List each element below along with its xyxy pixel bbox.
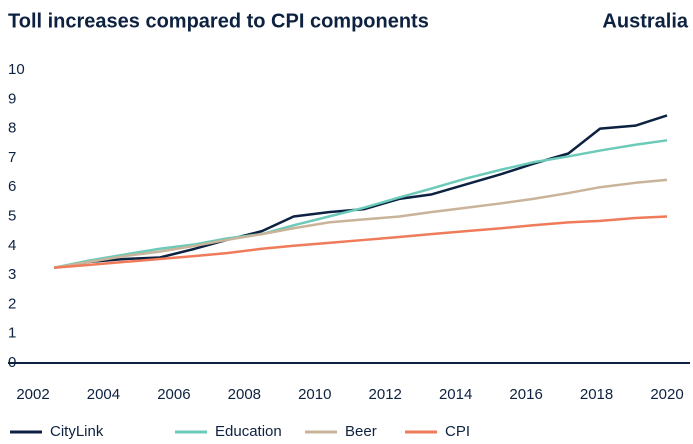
y-tick-label: 6 <box>8 178 16 195</box>
y-tick-label: 9 <box>8 90 16 107</box>
legend-label: CPI <box>445 423 470 440</box>
x-tick-label: 2018 <box>580 386 613 403</box>
x-tick-label: 2008 <box>228 386 261 403</box>
chart-title: Toll increases compared to CPI component… <box>8 10 429 32</box>
x-tick-label: 2012 <box>369 386 402 403</box>
y-tick-label: 8 <box>8 120 16 137</box>
series-line <box>54 215 668 270</box>
x-tick-label: 2020 <box>650 386 683 403</box>
chart-subtitle: Australia <box>602 10 688 32</box>
y-tick-label: 2 <box>8 295 16 312</box>
series-line <box>53 114 668 270</box>
legend-label: CityLink <box>50 423 104 440</box>
x-tick-label: 2004 <box>87 386 120 403</box>
y-tick-label: 3 <box>8 266 16 283</box>
y-tick-label: 1 <box>8 325 16 342</box>
legend-label: Education <box>215 423 282 440</box>
x-tick-label: 2006 <box>157 386 190 403</box>
legend-label: Beer <box>345 423 377 440</box>
y-tick-label: 10 <box>8 61 25 78</box>
x-tick-label: 2002 <box>16 386 49 403</box>
x-tick-label: 2016 <box>509 386 542 403</box>
x-tick-label: 2014 <box>439 386 472 403</box>
y-tick-label: 5 <box>8 207 16 224</box>
series-line <box>53 139 668 269</box>
y-tick-label: 4 <box>8 237 16 254</box>
y-tick-label: 7 <box>8 149 16 166</box>
series-line <box>53 178 668 270</box>
x-tick-label: 2010 <box>298 386 331 403</box>
